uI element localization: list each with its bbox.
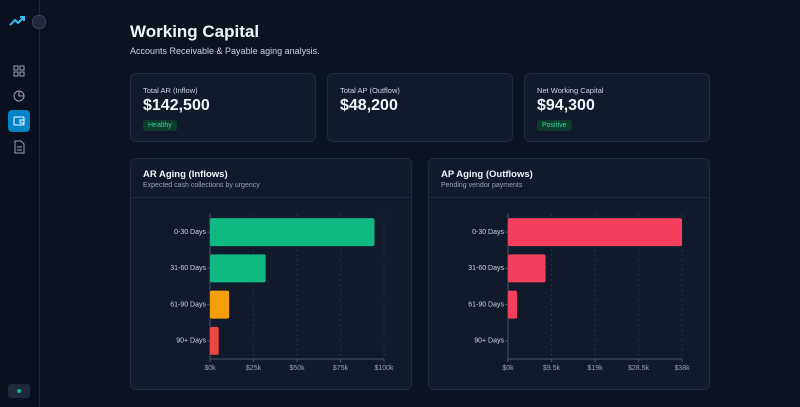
y-tick-label: 90+ Days bbox=[176, 338, 206, 345]
chart-subtitle: Expected cash collections by urgency bbox=[143, 182, 260, 189]
chart-card: AP Aging (Outflows) Pending vendor paymen… bbox=[428, 158, 710, 390]
kpi-value: $48,200 bbox=[340, 97, 398, 114]
kpi-value: $142,500 bbox=[143, 97, 210, 114]
bar bbox=[508, 254, 546, 283]
nav-reports[interactable] bbox=[8, 85, 30, 107]
y-tick-label: 61-90 Days bbox=[468, 301, 504, 308]
x-tick-label: $28.5k bbox=[628, 365, 650, 372]
sidebar bbox=[0, 0, 46, 407]
nav-documents[interactable] bbox=[8, 136, 30, 158]
chart: $0k $25k $50k $75k $100k 0-30 Days 31-60 Days 6… bbox=[170, 214, 394, 372]
kpi-badge: Healthy bbox=[143, 120, 177, 131]
y-tick-label: 90+ Days bbox=[474, 338, 504, 345]
page-subtitle: Accounts Receivable & Payable aging anal… bbox=[130, 46, 320, 56]
y-tick-label: 31-60 Days bbox=[170, 265, 206, 272]
chart-title: AP Aging (Outflows) bbox=[441, 169, 533, 180]
kpi-label: Total AP (Outflow) bbox=[340, 86, 400, 95]
bar bbox=[210, 326, 219, 355]
divider bbox=[429, 197, 709, 198]
x-tick-label: $0k bbox=[204, 365, 216, 372]
chart-card: AR Aging (Inflows) Expected cash collecti… bbox=[130, 158, 412, 390]
y-tick-label: 0-30 Days bbox=[472, 229, 504, 236]
kpi-card: Total AP (Outflow) $48,200 bbox=[327, 73, 513, 142]
x-tick-label: $19k bbox=[587, 365, 603, 372]
divider bbox=[131, 197, 411, 198]
chart-title: AR Aging (Inflows) bbox=[143, 169, 228, 180]
bar bbox=[210, 254, 266, 283]
x-tick-label: $38k bbox=[674, 365, 690, 372]
logo bbox=[9, 16, 25, 26]
bar bbox=[508, 218, 682, 247]
nav-working-capital[interactable] bbox=[8, 110, 30, 132]
chart-subtitle: Pending vendor payments bbox=[441, 182, 523, 189]
y-tick-label: 31-60 Days bbox=[468, 265, 504, 272]
bar bbox=[210, 218, 375, 247]
x-tick-label: $0k bbox=[502, 365, 514, 372]
kpi-label: Net Working Capital bbox=[537, 86, 604, 95]
y-tick-label: 0-30 Days bbox=[174, 229, 206, 236]
main: Working Capital Accounts Receivable & Pa… bbox=[40, 0, 800, 407]
x-tick-label: $9.5k bbox=[543, 365, 561, 372]
bar bbox=[508, 290, 518, 319]
kpi-card: Total AR (Inflow) $142,500 Healthy bbox=[130, 73, 316, 142]
page-title: Working Capital bbox=[130, 22, 260, 41]
kpi-card: Net Working Capital $94,300 Positive bbox=[524, 73, 710, 142]
x-tick-label: $25k bbox=[246, 365, 262, 372]
collapse-button[interactable] bbox=[32, 15, 46, 29]
x-tick-label: $100k bbox=[374, 365, 394, 372]
status bbox=[8, 384, 30, 398]
y-tick-label: 61-90 Days bbox=[170, 301, 206, 308]
x-tick-label: $50k bbox=[289, 365, 305, 372]
chart: $0k $9.5k $19k $28.5k $38k 0-30 Days 31-60 Day… bbox=[468, 214, 690, 372]
bar bbox=[210, 290, 230, 319]
kpi-label: Total AR (Inflow) bbox=[143, 86, 198, 95]
x-tick-label: $75k bbox=[333, 365, 349, 372]
nav-dashboard[interactable] bbox=[8, 60, 30, 82]
kpi-value: $94,300 bbox=[537, 97, 595, 114]
kpi-badge: Positive bbox=[537, 120, 572, 131]
